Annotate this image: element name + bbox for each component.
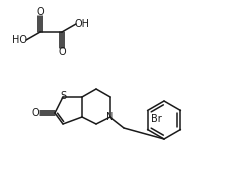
Text: Br: Br (150, 115, 161, 125)
Text: OH: OH (74, 19, 89, 29)
Text: O: O (31, 108, 39, 118)
Text: N: N (106, 112, 113, 122)
Text: O: O (58, 47, 65, 57)
Text: HO: HO (12, 35, 27, 45)
Text: O: O (36, 7, 44, 17)
Text: S: S (60, 91, 66, 101)
